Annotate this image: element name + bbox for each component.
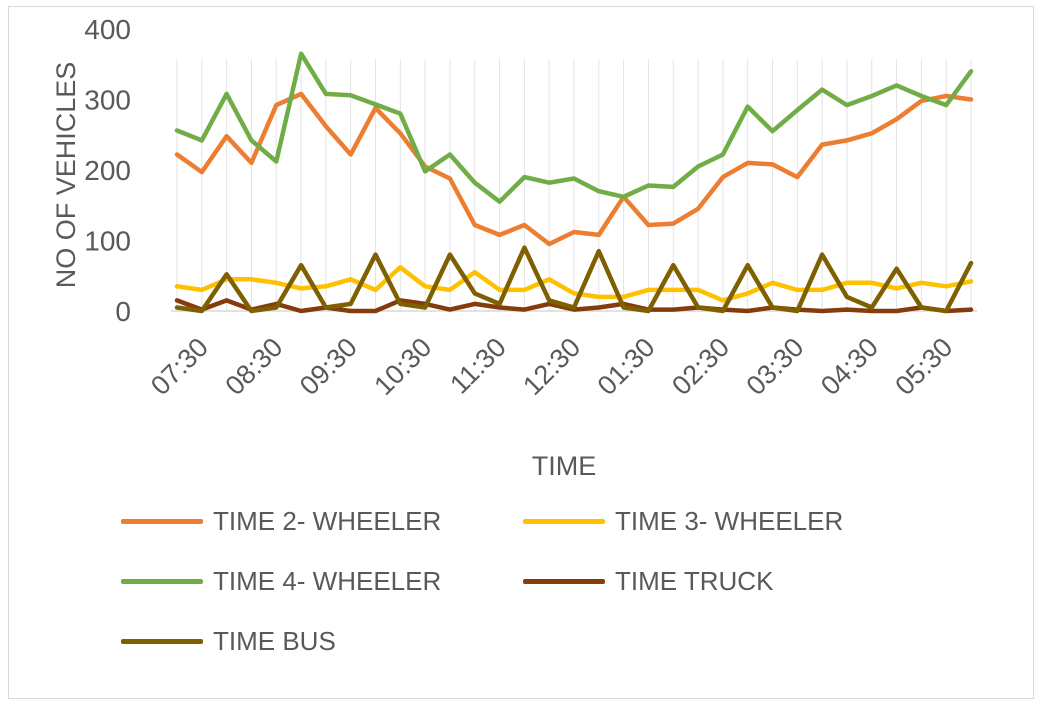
- legend-label: TIME 4- WHEELER: [213, 566, 442, 596]
- legend-label: TIME 2- WHEELER: [213, 506, 442, 536]
- legend-label: TIME TRUCK: [615, 566, 774, 596]
- x-tick-label: 07:30: [145, 332, 214, 401]
- x-tick-label: 01:30: [592, 332, 661, 401]
- y-tick-label: 400: [84, 14, 131, 45]
- y-axis-ticks: 0 100 200 300 400: [84, 14, 131, 327]
- legend-item: TIME TRUCK: [523, 566, 773, 597]
- legend-label: TIME 3- WHEELER: [615, 506, 844, 536]
- y-axis-title: NO OF VEHICLES: [51, 62, 81, 289]
- legend-swatch: [121, 519, 203, 524]
- x-tick-label: 11:30: [444, 332, 512, 400]
- legend-swatch: [523, 519, 605, 524]
- series-lines: [174, 51, 974, 314]
- x-tick-label: 02:30: [666, 332, 735, 401]
- legend-item: TIME BUS: [121, 626, 336, 657]
- x-axis-ticks: 07:30 08:30 09:30 10:30 11:30 12:30 01:30 02:30…: [145, 332, 958, 401]
- legend-swatch: [121, 639, 203, 644]
- legend-swatch: [121, 579, 203, 584]
- y-tick-label: 100: [84, 226, 131, 257]
- legend-item: TIME 3- WHEELER: [523, 506, 843, 537]
- series-line: [174, 245, 974, 314]
- x-tick-label: 05:30: [889, 332, 958, 401]
- legend-item: TIME 4- WHEELER: [121, 566, 441, 597]
- x-tick-label: 10:30: [368, 332, 437, 401]
- y-tick-label: 0: [115, 296, 131, 327]
- x-tick-label: 09:30: [294, 332, 363, 401]
- series-line: [174, 91, 974, 247]
- line-chart: 0 100 200 300 400 07:30 08:30 09:30 10:30 11:30 1…: [51, 14, 977, 481]
- x-tick-label: 08:30: [219, 332, 288, 401]
- chart-frame: 0 100 200 300 400 07:30 08:30 09:30 10:30 11:30 1…: [8, 6, 1034, 699]
- y-tick-label: 200: [84, 155, 131, 186]
- x-tick-label: 04:30: [815, 332, 884, 401]
- x-axis-title: TIME: [532, 451, 597, 481]
- legend-swatch: [523, 579, 605, 584]
- x-tick-label: 03:30: [741, 332, 810, 401]
- legend-item: TIME 2- WHEELER: [121, 506, 441, 537]
- x-tick-label: 12:30: [517, 332, 586, 401]
- series-line: [174, 51, 974, 204]
- legend-label: TIME BUS: [213, 626, 336, 656]
- y-tick-label: 300: [84, 85, 131, 116]
